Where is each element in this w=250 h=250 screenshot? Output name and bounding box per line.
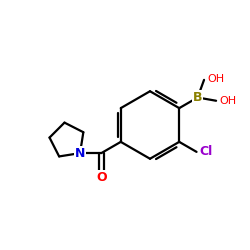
Text: OH: OH <box>208 74 225 84</box>
Text: O: O <box>96 171 106 184</box>
Text: B: B <box>193 91 202 104</box>
Text: N: N <box>75 146 85 160</box>
Text: Cl: Cl <box>199 146 212 158</box>
Text: OH: OH <box>220 96 237 106</box>
